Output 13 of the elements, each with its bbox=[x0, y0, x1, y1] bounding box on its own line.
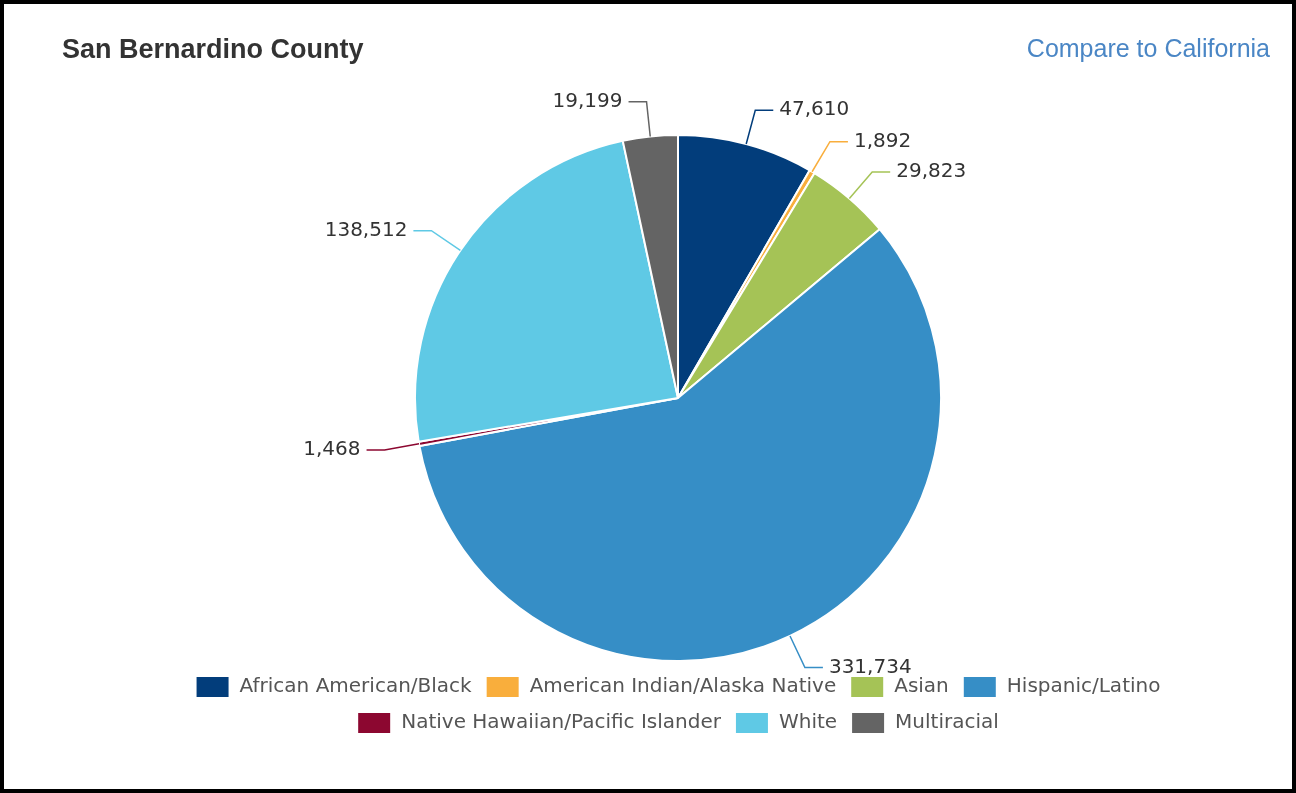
data-label: 1,468 bbox=[303, 436, 361, 461]
data-label: 19,199 bbox=[552, 87, 623, 112]
data-label: 47,610 bbox=[779, 96, 850, 121]
text: Compare to California bbox=[1026, 34, 1270, 63]
chart-title: San Bernardino County bbox=[62, 34, 364, 65]
legend-label: White bbox=[778, 709, 838, 734]
data-label: 138,512 bbox=[324, 216, 408, 241]
data-label: 29,823 bbox=[896, 158, 967, 183]
legend-label: Native Hawaiian/Pacific Islander bbox=[401, 709, 722, 734]
legend-label: Hispanic/Latino bbox=[1006, 673, 1161, 698]
legend-label: African American/Black bbox=[239, 673, 473, 698]
legend-label: Multiracial bbox=[895, 709, 999, 734]
data-label: 1,892 bbox=[853, 127, 912, 152]
